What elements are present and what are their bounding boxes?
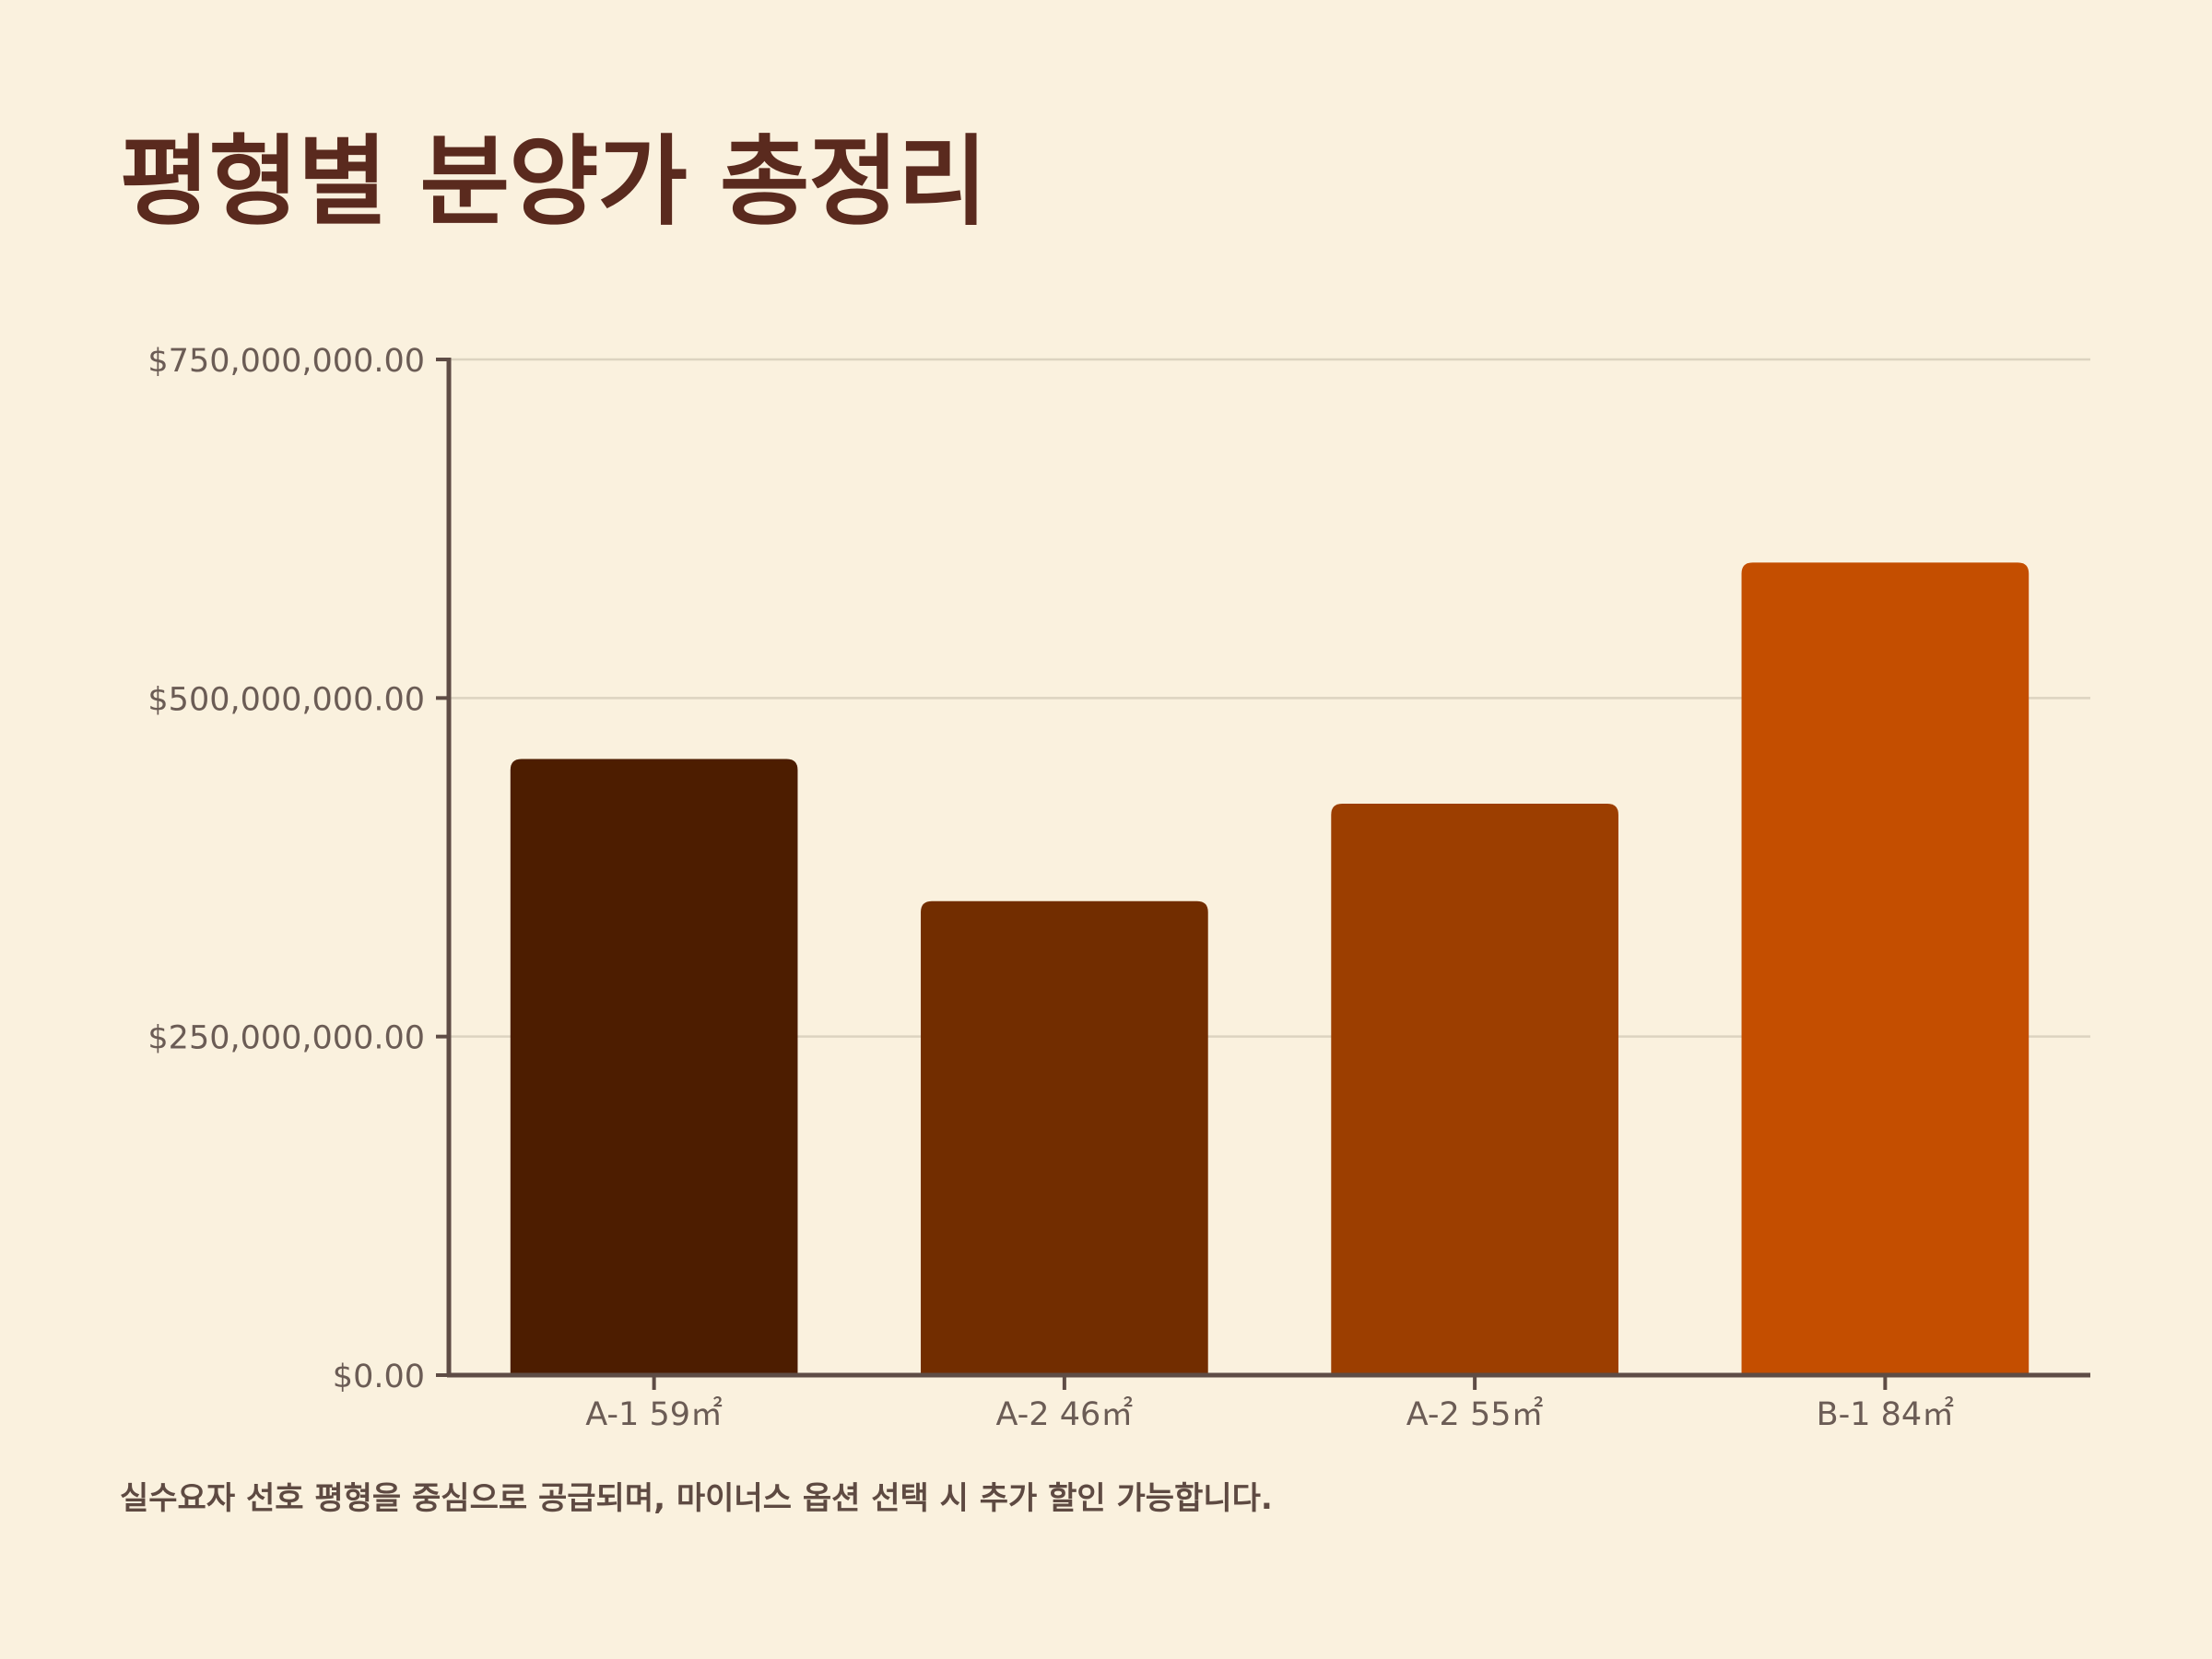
x-tick-label: A-2 46㎡ — [996, 1395, 1134, 1433]
x-tick-label: A-2 55㎡ — [1406, 1395, 1544, 1433]
tick-labels: $0.00 $250,000,000.00 $500,000,000.00 $750,… — [147, 343, 1954, 1433]
y-tick-label: $750,000,000.00 — [147, 343, 425, 380]
y-tick-label: $0.00 — [333, 1359, 425, 1395]
bar — [1741, 562, 2030, 1375]
y-tick-label: $500,000,000.00 — [147, 681, 425, 718]
bar — [510, 759, 798, 1375]
bar — [921, 900, 1208, 1375]
axes — [436, 358, 2090, 1390]
chart-title: 평형별 분양가 총정리 — [120, 125, 987, 239]
x-tick-label: B-1 84㎡ — [1817, 1395, 1955, 1433]
bar — [1331, 803, 1618, 1375]
bars — [510, 562, 2030, 1375]
chart-footnote: 실수요자 선호 평형을 중심으로 공급되며, 마이너스 옵션 선택 시 추가 할… — [120, 1480, 1273, 1517]
y-tick-label: $250,000,000.00 — [147, 1020, 425, 1057]
x-tick-label: A-1 59㎡ — [585, 1395, 723, 1433]
